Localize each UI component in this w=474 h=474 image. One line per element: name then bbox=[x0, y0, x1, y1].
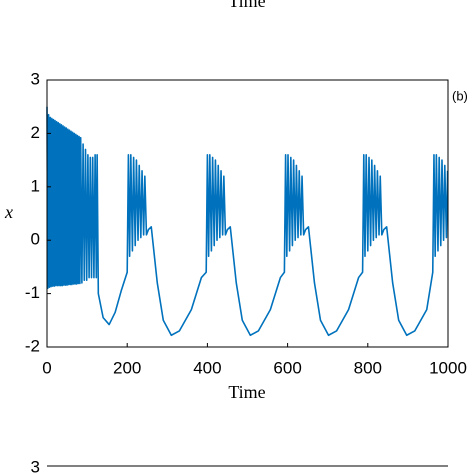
data-line bbox=[46, 106, 449, 337]
x-tick-label: 400 bbox=[193, 358, 221, 377]
top-x-label: Time bbox=[228, 0, 265, 11]
y-tick-label: 0 bbox=[31, 230, 40, 249]
x-tick-label: 1000 bbox=[429, 358, 467, 377]
panel-label: (b) bbox=[452, 88, 468, 103]
y-tick-label: 2 bbox=[31, 123, 40, 142]
x-tick-label: 600 bbox=[273, 358, 301, 377]
axes-box bbox=[46, 79, 449, 348]
y-tick-label: -2 bbox=[25, 336, 40, 355]
y-tick-label: -1 bbox=[25, 283, 40, 302]
x-tick-label: 200 bbox=[113, 358, 141, 377]
y-tick-label: 1 bbox=[31, 176, 40, 195]
x-tick-label: 0 bbox=[42, 358, 51, 377]
y-tick-label: 3 bbox=[31, 69, 40, 88]
x-tick-label: 800 bbox=[354, 358, 382, 377]
y-tick-label: 3 bbox=[31, 457, 40, 474]
y-axis-label: x bbox=[4, 202, 13, 222]
x-axis-label: Time bbox=[228, 382, 265, 402]
